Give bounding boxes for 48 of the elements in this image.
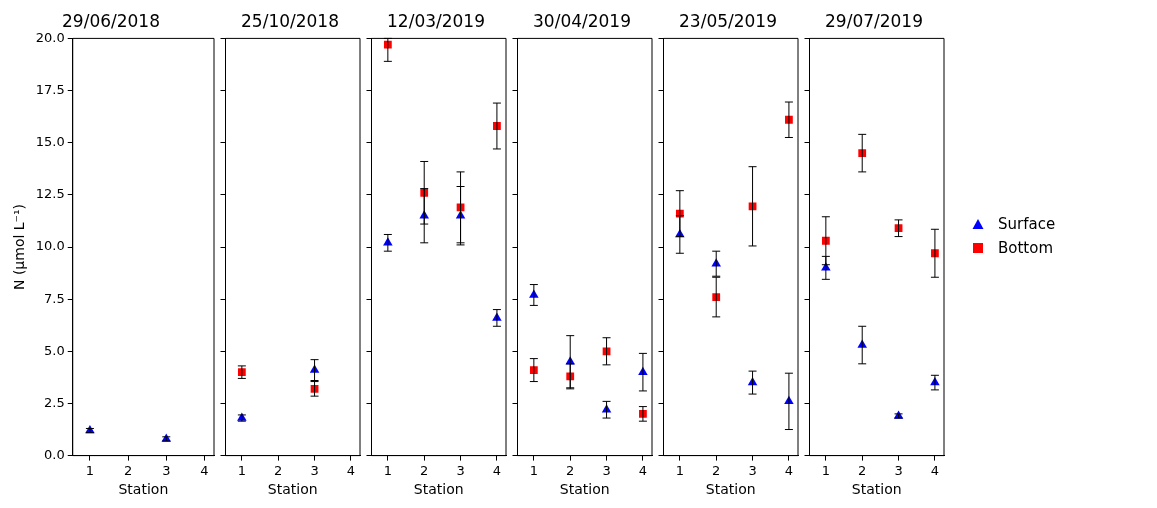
x-tick-label: 2 <box>858 462 867 478</box>
x-axis-title: Station <box>267 481 318 498</box>
chart-title: 25/10/2018 <box>241 10 339 31</box>
y-tick-label: 12.5 <box>35 186 65 202</box>
x-axis-title: Station <box>851 481 902 498</box>
x-tick-label: 2 <box>712 462 721 478</box>
y-tick-label: 17.5 <box>35 81 65 97</box>
x-tick-label: 3 <box>602 462 611 478</box>
x-tick-label: 4 <box>784 462 794 478</box>
x-tick-label: 2 <box>566 462 575 478</box>
x-tick-label: 4 <box>200 462 209 478</box>
chart-title: 30/04/2019 <box>533 10 631 31</box>
chart-title: 29/06/2018 <box>62 10 160 31</box>
x-tick-label: 1 <box>237 462 246 478</box>
y-axis-title: N (µmol L⁻¹) <box>11 203 28 291</box>
x-tick-label: 1 <box>383 462 392 478</box>
x-tick-label: 4 <box>930 462 940 478</box>
x-tick-label: 3 <box>162 462 171 478</box>
x-tick-label: 4 <box>346 462 356 478</box>
legend-label: Bottom <box>998 238 1054 257</box>
chart-title: 12/03/2019 <box>387 10 485 31</box>
x-tick-label: 1 <box>675 462 684 478</box>
legend-label: Surface <box>998 214 1056 233</box>
x-tick-label: 1 <box>85 462 95 478</box>
x-tick-label: 3 <box>894 462 903 478</box>
x-tick-label: 3 <box>310 462 319 478</box>
x-tick-label: 2 <box>123 462 133 478</box>
x-tick-label: 1 <box>821 462 830 478</box>
y-tick-label: 5.0 <box>44 342 65 358</box>
x-tick-label: 1 <box>529 462 538 478</box>
y-tick-label: 2.5 <box>44 394 65 410</box>
x-tick-label: 3 <box>748 462 757 478</box>
x-tick-label: 2 <box>420 462 429 478</box>
chart-title: 23/05/2019 <box>679 10 777 31</box>
x-axis-title: Station <box>413 481 464 498</box>
y-tick-label: 15.0 <box>35 134 65 150</box>
y-tick-label: 20.0 <box>35 29 65 45</box>
x-tick-label: 3 <box>456 462 465 478</box>
y-tick-label: 7.5 <box>44 290 65 306</box>
x-tick-label: 4 <box>492 462 502 478</box>
x-axis-title: Station <box>559 481 610 498</box>
chart-title: 29/07/2019 <box>825 10 923 31</box>
x-axis-title: Station <box>705 481 756 498</box>
y-tick-label: 10.0 <box>35 238 65 254</box>
x-axis-title: Station <box>118 481 169 498</box>
x-tick-label: 4 <box>638 462 648 478</box>
x-tick-label: 2 <box>274 462 283 478</box>
y-tick-label: 0.0 <box>44 446 65 462</box>
